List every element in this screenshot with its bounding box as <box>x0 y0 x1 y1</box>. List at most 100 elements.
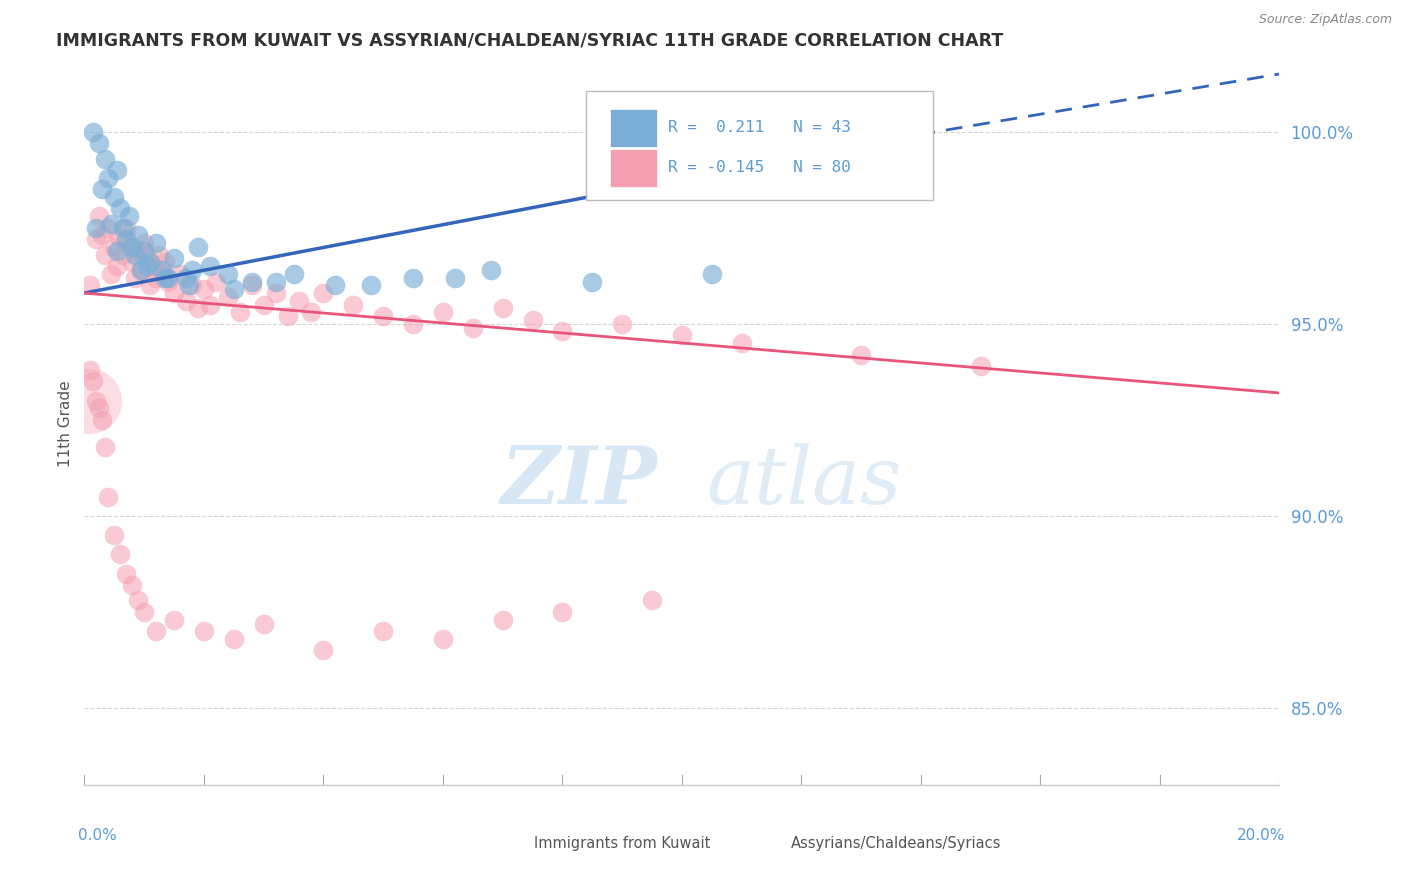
Point <box>522 313 544 327</box>
Point <box>222 632 245 646</box>
Point <box>86 232 108 246</box>
Point <box>97 170 120 185</box>
Point <box>851 347 873 361</box>
FancyBboxPatch shape <box>745 832 783 855</box>
Point <box>150 263 173 277</box>
Point <box>312 643 335 657</box>
Point <box>118 209 141 223</box>
Point <box>157 270 180 285</box>
Point <box>127 244 149 258</box>
Point <box>121 255 143 269</box>
Point <box>373 624 395 639</box>
Point <box>205 275 228 289</box>
Point <box>193 624 215 639</box>
Point <box>124 247 146 261</box>
Point <box>115 232 138 246</box>
Point <box>312 286 335 301</box>
Point <box>402 317 425 331</box>
Point <box>198 259 221 273</box>
Point <box>432 305 454 319</box>
Point <box>325 278 347 293</box>
Point <box>82 375 104 389</box>
Text: Immigrants from Kuwait: Immigrants from Kuwait <box>534 836 710 851</box>
Point <box>731 336 754 351</box>
Point <box>373 309 395 323</box>
Point <box>105 244 128 258</box>
Point <box>581 275 603 289</box>
Point <box>110 232 132 246</box>
Point <box>163 252 186 266</box>
Point <box>700 267 723 281</box>
Point <box>461 320 484 334</box>
Text: R =  0.211   N = 43: R = 0.211 N = 43 <box>668 120 851 135</box>
Point <box>163 613 186 627</box>
Point <box>253 616 276 631</box>
Point <box>112 247 135 261</box>
Point <box>110 202 132 216</box>
Point <box>115 220 138 235</box>
Point <box>103 190 125 204</box>
Point <box>132 235 156 250</box>
Point <box>402 270 425 285</box>
Point <box>198 297 221 311</box>
FancyBboxPatch shape <box>488 832 527 855</box>
Point <box>153 270 176 285</box>
Point <box>148 247 170 261</box>
FancyBboxPatch shape <box>610 110 657 147</box>
Point <box>301 305 323 319</box>
FancyBboxPatch shape <box>586 91 934 200</box>
Point <box>129 263 152 277</box>
Point <box>479 263 502 277</box>
Point <box>432 632 454 646</box>
Point <box>124 270 146 285</box>
Text: Assyrians/Chaldeans/Syriacs: Assyrians/Chaldeans/Syriacs <box>790 836 1001 851</box>
Point <box>121 578 143 592</box>
Point <box>342 297 364 311</box>
Point <box>115 566 138 581</box>
Point <box>492 613 515 627</box>
Point <box>671 328 693 343</box>
Point <box>100 267 122 281</box>
Point <box>174 270 197 285</box>
Text: atlas: atlas <box>706 442 901 520</box>
Point <box>240 275 263 289</box>
Point <box>970 359 993 373</box>
Point <box>91 228 114 243</box>
Point <box>641 593 664 607</box>
Point <box>240 278 263 293</box>
Point <box>153 255 176 269</box>
Point <box>121 240 143 254</box>
Point <box>79 278 101 293</box>
Point <box>288 293 311 308</box>
Point <box>103 528 125 542</box>
Point <box>551 605 574 619</box>
Point <box>89 401 111 416</box>
Text: ZIP: ZIP <box>501 442 658 520</box>
Point <box>181 263 204 277</box>
Point <box>193 282 215 296</box>
Point <box>150 267 173 281</box>
Point <box>118 240 141 254</box>
Point <box>132 605 156 619</box>
Point <box>229 305 252 319</box>
Point <box>145 270 167 285</box>
Point <box>127 228 149 243</box>
Point <box>77 393 100 408</box>
Point <box>86 393 108 408</box>
Point <box>79 363 101 377</box>
Point <box>444 270 467 285</box>
Point <box>105 163 128 178</box>
Point <box>217 290 239 304</box>
Point <box>110 547 132 561</box>
Point <box>103 240 125 254</box>
Point <box>89 209 111 223</box>
Point <box>264 275 287 289</box>
Point <box>187 240 209 254</box>
Point <box>612 317 634 331</box>
Point <box>551 325 574 339</box>
Point <box>181 278 204 293</box>
Point <box>142 259 165 273</box>
Point <box>187 301 209 316</box>
Point <box>283 267 305 281</box>
Point <box>129 263 152 277</box>
